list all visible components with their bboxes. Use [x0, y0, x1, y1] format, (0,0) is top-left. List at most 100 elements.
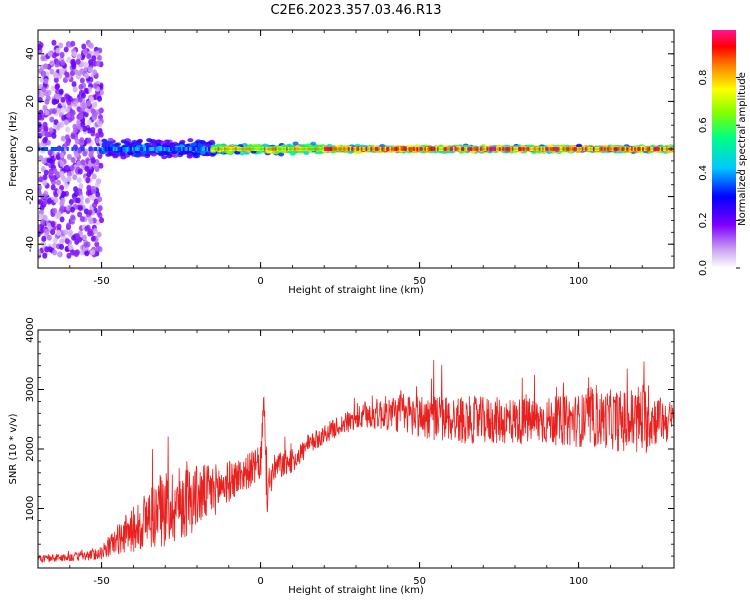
heatmap-cell — [69, 165, 75, 172]
heatmap-ridge-cell — [152, 147, 155, 151]
top-xlabel: Height of straight line (km) — [288, 285, 424, 296]
heatmap-cell — [72, 127, 78, 134]
heatmap-cell — [68, 198, 74, 205]
heatmap-cell — [98, 89, 104, 96]
heatmap-cell — [84, 72, 90, 79]
heatmap-cell — [89, 194, 95, 201]
heatmap-cell — [74, 233, 80, 240]
y-tick-label: 1000 — [25, 496, 36, 521]
heatmap-ridge-cell — [128, 147, 131, 151]
heatmap-cell — [43, 169, 49, 176]
heatmap-cell — [60, 96, 66, 103]
heatmap-cell — [42, 137, 48, 144]
heatmap-ridge-cell — [50, 147, 53, 151]
heatmap-cell — [85, 176, 91, 183]
heatmap-cell — [80, 121, 86, 128]
heatmap-cell — [90, 249, 96, 256]
heatmap-ridge-cell — [123, 147, 127, 151]
heatmap-cell — [59, 216, 65, 223]
heatmap-ridge-cell — [165, 147, 168, 151]
heatmap-area — [38, 39, 674, 259]
heatmap-cell — [79, 77, 85, 84]
heatmap-cell — [42, 121, 48, 128]
heatmap-cell — [88, 59, 94, 66]
y-tick-label: -20 — [25, 188, 36, 204]
heatmap-cell — [50, 220, 56, 227]
heatmap-cell — [46, 234, 52, 241]
heatmap-ridge-cell — [106, 147, 109, 151]
heatmap-cell — [94, 165, 100, 172]
x-tick-label: 50 — [413, 576, 426, 587]
heatmap-cell — [60, 174, 66, 181]
heatmap-cell — [72, 86, 78, 93]
heatmap-cell — [52, 168, 58, 175]
heatmap-cell — [59, 152, 65, 159]
colorbar-gradient — [712, 30, 736, 268]
figure-title: C2E6.2023.357.03.46.R13 — [270, 3, 441, 18]
heatmap-cell — [52, 249, 58, 256]
heatmap-cell — [150, 152, 157, 157]
heatmap-cell — [76, 160, 82, 167]
heatmap-cell — [96, 231, 102, 238]
heatmap-cell — [91, 55, 97, 62]
heatmap-cell — [84, 197, 90, 204]
heatmap-cell — [63, 229, 69, 236]
heatmap-ridge-cell — [155, 147, 158, 151]
heatmap-cell — [84, 250, 90, 257]
heatmap-ridge-cell — [184, 147, 187, 151]
heatmap-cell — [72, 100, 78, 107]
heatmap-ridge-cell — [141, 147, 144, 151]
heatmap-cell — [44, 131, 50, 138]
heatmap-cell — [42, 174, 48, 181]
heatmap-cell — [198, 139, 205, 144]
heatmap-cell — [54, 93, 60, 100]
heatmap-cell — [127, 150, 134, 155]
heatmap-cell — [71, 234, 77, 241]
heatmap-cell — [58, 88, 64, 95]
heatmap-ridge-cell — [45, 147, 49, 151]
heatmap-cell — [119, 151, 126, 156]
heatmap-cell — [78, 83, 84, 90]
heatmap-cell — [92, 111, 98, 118]
heatmap-cell — [65, 106, 71, 113]
heatmap-cell — [97, 120, 103, 127]
heatmap-cell — [83, 241, 89, 248]
colorbar-tick-label: 0.0 — [698, 260, 709, 276]
heatmap-cell — [278, 152, 285, 157]
heatmap-ridge-cell — [112, 147, 115, 151]
heatmap-cell — [50, 85, 56, 92]
heatmap-cell — [74, 152, 80, 159]
heatmap-cell — [95, 137, 101, 144]
y-tick-label: 20 — [25, 95, 36, 108]
heatmap-cell — [90, 235, 96, 242]
x-tick-label: 100 — [569, 276, 588, 287]
heatmap-cell — [88, 66, 94, 73]
heatmap-cell — [576, 143, 583, 148]
heatmap-cell — [66, 252, 72, 259]
heatmap-cell — [158, 152, 165, 157]
heatmap-ridge-cell — [52, 147, 55, 151]
heatmap-cell — [79, 216, 85, 223]
colorbar-tick-label: 0.4 — [698, 165, 709, 181]
heatmap-ridge-cell — [197, 147, 200, 151]
heatmap-cell — [70, 156, 76, 163]
y-tick-label: 3000 — [25, 377, 36, 402]
heatmap-cell — [38, 109, 44, 116]
heatmap-cell — [99, 217, 105, 224]
heatmap-ridge-cell — [53, 147, 57, 151]
heatmap-ridge-cell — [104, 147, 107, 151]
heatmap-cell — [77, 70, 83, 77]
heatmap-cell — [72, 174, 78, 181]
heatmap-cell — [38, 190, 42, 197]
heatmap-cell — [49, 116, 55, 123]
heatmap-cell — [95, 132, 101, 139]
heatmap-cell — [42, 104, 48, 111]
heatmap-cell — [56, 229, 62, 236]
heatmap-cell — [84, 165, 90, 172]
heatmap-cell — [86, 53, 92, 60]
heatmap-ridge-cell — [208, 147, 211, 151]
heatmap-ridge-cell — [166, 147, 169, 151]
x-tick-label: 0 — [257, 576, 263, 587]
heatmap-ridge-cell — [98, 147, 101, 151]
